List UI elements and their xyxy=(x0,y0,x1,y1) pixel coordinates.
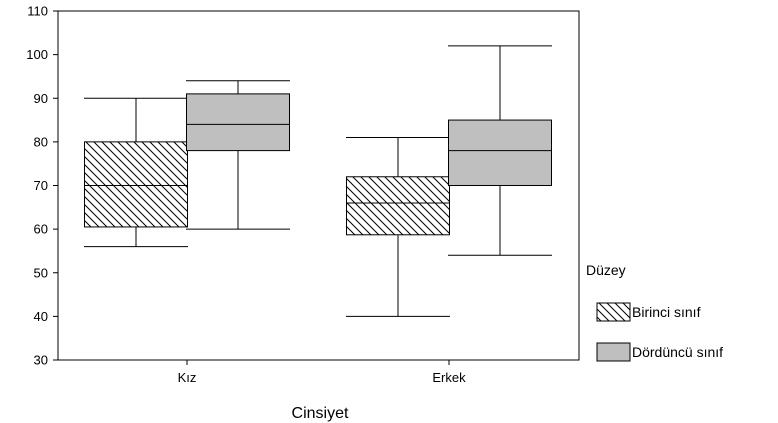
box-iqr xyxy=(186,93,290,152)
y-tick-label: 60 xyxy=(34,222,48,237)
y-tick-label: 80 xyxy=(34,134,48,149)
legend-label-birinci: Birinci sınıf xyxy=(632,304,701,320)
box-birinci-1 xyxy=(346,137,450,317)
y-tick-label: 40 xyxy=(34,309,48,324)
plot-area: 30 40 50 60 70 80 90 100 110 Kız Erkek Cinsiyet xyxy=(26,4,580,422)
box-iqr xyxy=(448,119,552,186)
legend-label-dorduncu: Dördüncü sınıf xyxy=(632,344,723,360)
x-tick-label: Kız xyxy=(178,370,197,385)
x-axis-title: Cinsiyet xyxy=(292,405,349,422)
box-dorduncu-1 xyxy=(448,45,552,256)
box-dorduncu-0 xyxy=(186,80,290,230)
x-tick-label: Erkek xyxy=(432,370,466,385)
y-tick-label: 70 xyxy=(34,178,48,193)
box-birinci-0 xyxy=(84,97,188,248)
legend-swatch-birinci xyxy=(596,302,631,322)
legend: Düzey Birinci sınıf Dördüncü sınıf xyxy=(586,262,723,362)
y-tick-label: 100 xyxy=(26,47,48,62)
box-iqr xyxy=(84,141,188,228)
legend-title: Düzey xyxy=(586,262,626,278)
y-tick-label: 110 xyxy=(27,4,48,19)
y-tick-label: 50 xyxy=(34,265,48,280)
y-tick-label: 30 xyxy=(34,353,48,368)
box-iqr xyxy=(346,176,450,236)
legend-swatch-dorduncu xyxy=(596,342,631,362)
y-tick-label: 90 xyxy=(34,91,48,106)
